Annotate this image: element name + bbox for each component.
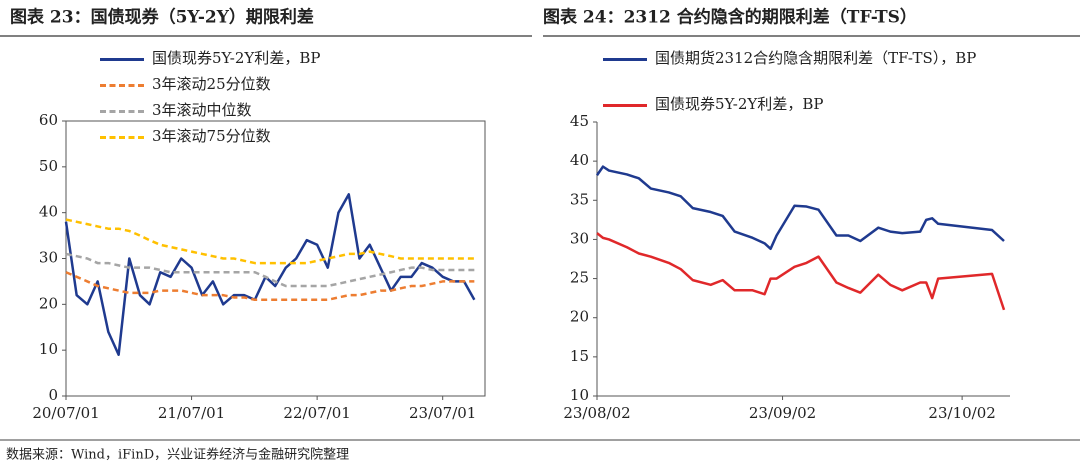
legend-item: 3年滚动75分位数 — [100, 125, 271, 148]
y-tick-label: 45 — [570, 112, 589, 130]
x-tick-label: 23/07/01 — [409, 404, 476, 422]
y-tick-label: 15 — [570, 347, 589, 365]
series-line — [65, 218, 475, 265]
legend-label: 国债现券5Y-2Y利差，BP — [655, 95, 824, 113]
y-tick-label: 60 — [39, 111, 58, 129]
y-tick-label: 10 — [570, 386, 589, 404]
series-line — [65, 252, 475, 288]
y-tick-label: 25 — [570, 269, 589, 287]
legend-item: 3年滚动中位数 — [100, 99, 252, 122]
legend-swatch — [100, 84, 144, 87]
y-tick-label: 30 — [39, 249, 58, 267]
x-tick-label: 22/07/01 — [283, 404, 350, 422]
source-note: 数据来源：Wind，iFinD，兴业证券经济与金融研究院整理 — [6, 447, 349, 463]
x-tick-label: 23/09/02 — [749, 404, 816, 422]
legend-item: 3年滚动25分位数 — [100, 73, 271, 96]
y-tick-label: 20 — [39, 294, 58, 312]
legend-label: 国债现券5Y-2Y利差，BP — [152, 49, 321, 67]
y-tick-label: 30 — [570, 229, 589, 247]
series-line — [596, 232, 1006, 311]
legend-item: 国债现券5Y-2Y利差，BP — [603, 93, 823, 116]
legend-label: 国债期货2312合约隐含期限利差（TF-TS），BP — [655, 49, 977, 67]
legend-swatch — [100, 110, 144, 113]
series-line — [64, 193, 476, 356]
y-tick-label: 50 — [39, 157, 58, 175]
y-tick-label: 10 — [39, 340, 58, 358]
x-tick-label: 21/07/01 — [158, 404, 225, 422]
y-tick-label: 20 — [570, 308, 589, 326]
legend-label: 3年滚动中位数 — [152, 101, 252, 119]
legend-label: 3年滚动75分位数 — [152, 127, 271, 145]
legend-item: 国债现券5Y-2Y利差，BP — [100, 47, 320, 70]
y-tick-label: 0 — [48, 386, 58, 404]
y-tick-label: 40 — [570, 151, 589, 169]
chart-title: 图表 23：国债现券（5Y-2Y）期限利差 — [10, 7, 314, 28]
series-line — [65, 271, 475, 301]
y-tick-label: 40 — [39, 203, 58, 221]
y-tick-label: 35 — [570, 190, 589, 208]
x-tick-label: 23/08/02 — [563, 404, 630, 422]
series-line — [595, 165, 1005, 251]
x-tick-label: 20/07/01 — [32, 404, 99, 422]
x-tick-label: 23/10/02 — [928, 404, 995, 422]
legend-swatch — [603, 104, 647, 107]
legend-label: 3年滚动25分位数 — [152, 75, 271, 93]
legend-swatch — [603, 58, 647, 61]
legend-item: 国债期货2312合约隐含期限利差（TF-TS），BP — [603, 47, 976, 70]
chart-title: 图表 24：2312 合约隐含的期限利差（TF-TS） — [543, 7, 917, 28]
legend-swatch — [100, 58, 144, 61]
legend-swatch — [100, 136, 144, 139]
